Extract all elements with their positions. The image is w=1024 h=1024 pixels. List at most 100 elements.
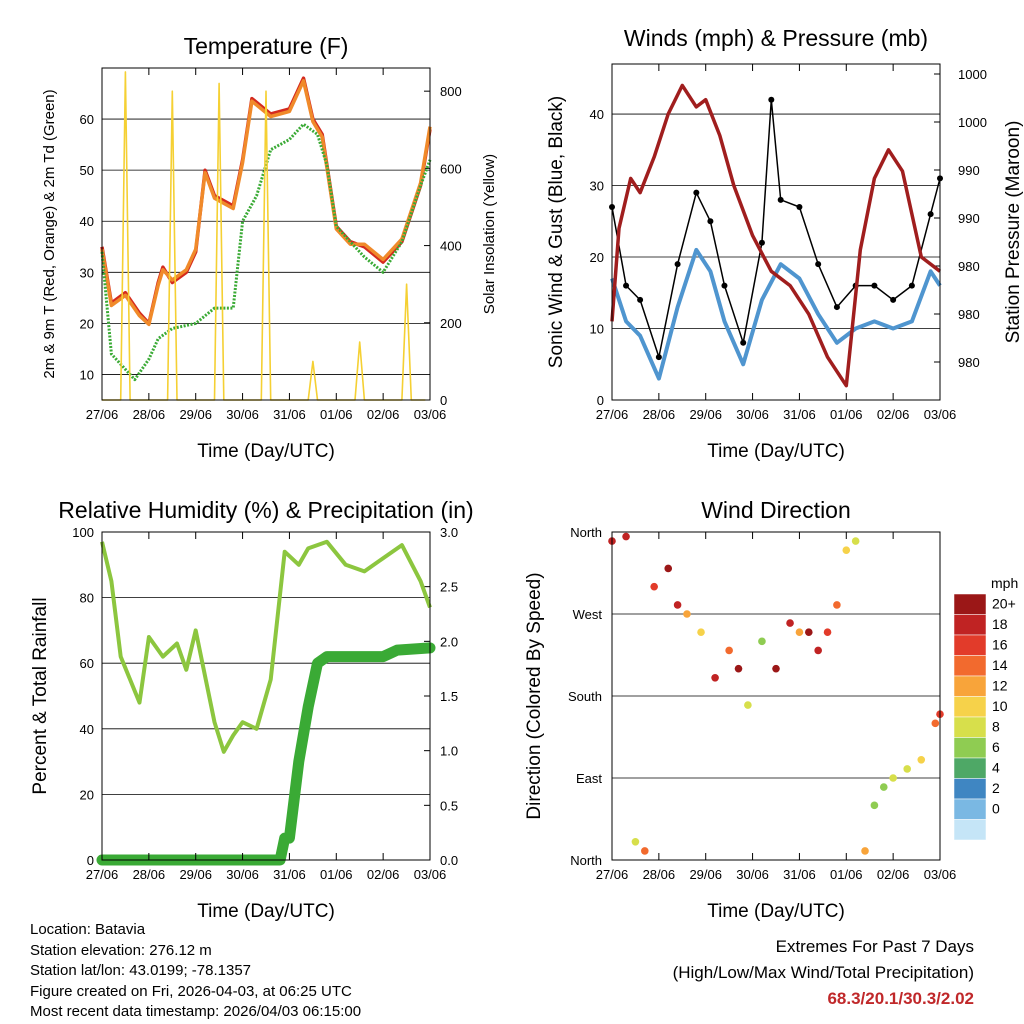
y-tick-label-right: 800 xyxy=(440,84,462,99)
extremes-block: Extremes For Past 7 Days (High/Low/Max W… xyxy=(673,934,974,1012)
plot-frame-0 xyxy=(101,67,431,401)
colorbar-label: 4 xyxy=(992,760,1000,776)
extremes-values: 68.3/20.1/30.3/2.02 xyxy=(827,989,974,1008)
y-tick-label-right: 980 xyxy=(958,259,980,274)
y-tick-label: 20 xyxy=(80,316,94,331)
x-tick-label: 01/06 xyxy=(320,867,353,882)
colorbar-label: 6 xyxy=(992,739,1000,755)
series-line-1 xyxy=(96,642,436,866)
colorbar-swatch xyxy=(953,696,987,718)
y-tick-label: 0 xyxy=(597,393,604,408)
direction-point xyxy=(870,801,879,810)
direction-point xyxy=(833,601,841,609)
x-tick-label: 01/06 xyxy=(830,407,863,422)
x-axis-title-1: Time (Day/UTC) xyxy=(707,441,845,462)
direction-point xyxy=(725,646,733,655)
direction-point xyxy=(758,637,766,646)
direction-point xyxy=(795,628,804,637)
y-axis-title-3: Direction (Colored By Speed) xyxy=(524,572,545,819)
colorbar-swatch xyxy=(953,655,987,677)
series-line-0 xyxy=(100,539,432,754)
direction-point xyxy=(889,774,897,782)
colorbar-swatch xyxy=(953,675,987,697)
direction-point xyxy=(842,546,851,555)
y-axis-title-2: Percent & Total Rainfall xyxy=(30,597,51,794)
direction-point xyxy=(650,582,658,591)
direction-point xyxy=(734,664,743,673)
y-tick-label: 10 xyxy=(590,322,604,337)
y-tick-label: 40 xyxy=(590,107,604,122)
y-category-label: East xyxy=(576,771,602,786)
y-tick-label-right: 1000 xyxy=(958,115,987,130)
direction-point xyxy=(683,610,691,618)
colorbar-label: 12 xyxy=(992,678,1008,694)
series-line-1 xyxy=(611,98,941,358)
x-tick-label: 03/06 xyxy=(414,867,447,882)
colorbar-label: 20+ xyxy=(992,596,1016,612)
colorbar-swatch xyxy=(953,757,987,779)
y-tick-label: 50 xyxy=(80,163,94,178)
x-tick-label: 31/06 xyxy=(273,407,306,422)
y-tick-label: 10 xyxy=(80,367,94,382)
direction-point xyxy=(879,783,888,791)
x-tick-label: 27/06 xyxy=(596,407,629,422)
direction-point xyxy=(861,847,869,855)
colorbar-label: 10 xyxy=(992,698,1008,714)
chart-title-3: Wind Direction xyxy=(701,497,851,523)
chart-title-0: Temperature (F) xyxy=(184,33,349,59)
y-tick-label-right: 980 xyxy=(958,355,980,370)
y-tick-label-right: 0 xyxy=(440,393,447,408)
y-tick-label-right: 990 xyxy=(958,211,980,226)
series-line-3 xyxy=(102,71,426,401)
plot-frame-1 xyxy=(611,63,941,401)
y-tick-label-right: 0.5 xyxy=(440,798,458,813)
x-tick-label: 29/06 xyxy=(689,407,722,422)
direction-point xyxy=(851,537,860,545)
x-tick-label: 01/06 xyxy=(320,407,353,422)
x-tick-label: 28/06 xyxy=(643,867,676,882)
y-tick-label-right: 600 xyxy=(440,161,462,176)
x-tick-label: 31/06 xyxy=(783,407,816,422)
y-tick-label-right: 990 xyxy=(958,163,980,178)
colorbar-label: 18 xyxy=(992,616,1008,632)
x-tick-label: 30/06 xyxy=(736,407,769,422)
colorbar-swatch xyxy=(953,798,987,820)
direction-point xyxy=(772,664,780,673)
series-line-2 xyxy=(610,83,942,388)
direction-point xyxy=(805,628,813,637)
colorbar-swatch xyxy=(953,819,987,841)
series-line-1 xyxy=(100,79,432,327)
colorbar-label: 0 xyxy=(992,801,1000,817)
y-category-label: West xyxy=(573,607,603,622)
direction-point xyxy=(786,619,794,627)
colorbar-swatch xyxy=(953,614,987,636)
direction-point xyxy=(917,755,926,764)
direction-point xyxy=(664,564,673,573)
direction-point xyxy=(744,701,752,709)
x-tick-label: 28/06 xyxy=(133,407,166,422)
direction-point xyxy=(631,837,640,846)
x-tick-label: 28/06 xyxy=(643,407,676,422)
x-axis-title-2: Time (Day/UTC) xyxy=(197,901,335,922)
colorbar-swatch xyxy=(953,593,987,615)
x-tick-label: 02/06 xyxy=(367,867,400,882)
plot-frame-2 xyxy=(101,531,431,861)
series-line-2 xyxy=(100,122,432,382)
x-tick-label: 29/06 xyxy=(689,867,722,882)
y-tick-label-right: 1000 xyxy=(958,67,987,82)
y-tick-label: 40 xyxy=(80,722,94,737)
y-category-label: South xyxy=(568,689,602,704)
direction-point xyxy=(823,628,832,637)
direction-point xyxy=(903,765,911,773)
y-tick-label-right: 3.0 xyxy=(440,525,458,540)
y-tick-label: 30 xyxy=(590,179,604,194)
y-tick-label: 20 xyxy=(80,787,94,802)
x-tick-label: 29/06 xyxy=(179,407,212,422)
colorbar-swatch xyxy=(953,778,987,800)
y-tick-label-right: 1.5 xyxy=(440,689,458,704)
series-points-0 xyxy=(608,532,944,855)
x-tick-label: 30/06 xyxy=(226,867,259,882)
x-axis-title-3: Time (Day/UTC) xyxy=(707,901,845,922)
x-axis-title-0: Time (Day/UTC) xyxy=(197,441,335,462)
y-tick-label-right: 2.5 xyxy=(440,580,458,595)
